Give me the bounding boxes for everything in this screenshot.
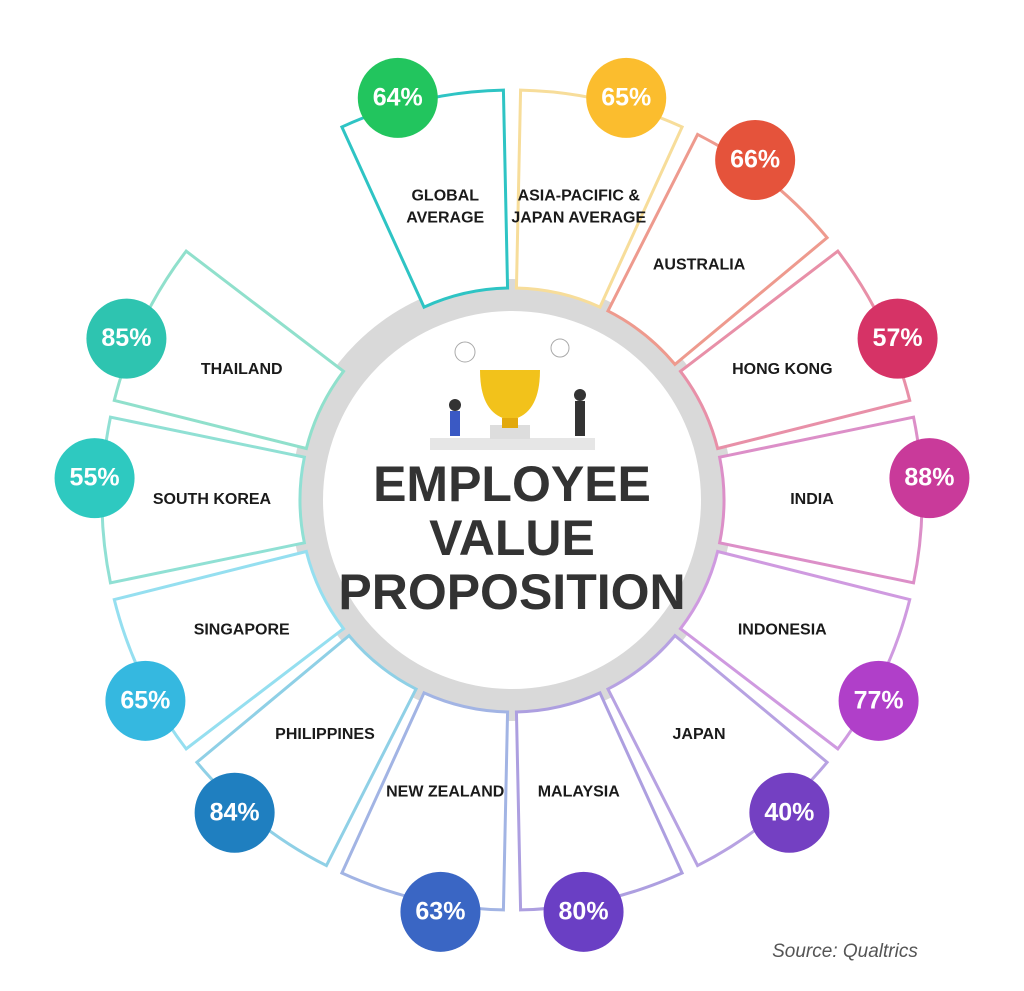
segment-label: PHILIPPINES — [275, 726, 375, 743]
source: Source: Qualtrics — [772, 941, 918, 962]
value-badge — [400, 871, 481, 952]
segment-label: HONG KONG — [732, 361, 832, 378]
value-badge — [749, 772, 830, 853]
segment-label: INDONESIA — [738, 621, 827, 638]
segment-label: AUSTRALIA — [653, 257, 746, 274]
segment: HONG KONG 57% — [678, 249, 938, 451]
segment-outline — [100, 415, 307, 585]
segment-label: SINGAPORE — [194, 621, 290, 638]
value-text: 57% — [873, 324, 923, 352]
segment: SINGAPORE 65% — [105, 549, 346, 751]
value-badge — [105, 660, 186, 741]
value-text: 65% — [601, 84, 651, 112]
segment-label: GLOBAL — [411, 188, 479, 205]
title-line: PROPOSITION — [338, 564, 685, 620]
value-text: 66% — [730, 146, 780, 174]
segment-outline — [678, 249, 912, 451]
value-badge — [838, 660, 919, 741]
segment: AUSTRALIA 66% — [605, 120, 830, 367]
title-line: VALUE — [429, 510, 595, 566]
segment: MALAYSIA 80% — [514, 690, 685, 952]
value-text: 65% — [120, 686, 170, 714]
value-text: 84% — [210, 798, 260, 826]
value-text: 80% — [559, 897, 609, 925]
segment-outline — [514, 88, 685, 310]
value-badge — [86, 298, 167, 379]
value-badge — [715, 120, 796, 201]
illustration — [430, 338, 595, 450]
segment-label: NEW ZEALAND — [386, 784, 504, 801]
segment: NEW ZEALAND 63% — [339, 690, 510, 952]
segment: GLOBAL AVERAGE 64% — [339, 57, 510, 310]
segment: INDONESIA 77% — [678, 549, 919, 751]
center-ring — [291, 279, 733, 721]
title-line: EMPLOYEE — [373, 456, 651, 512]
segment: JAPAN 40% — [605, 633, 830, 868]
segment-label: SOUTH KOREA — [153, 491, 272, 508]
segment-outline — [514, 690, 685, 912]
value-badge — [357, 57, 438, 138]
value-badge — [54, 438, 135, 519]
segments: GLOBAL AVERAGE 64% ASIA-PACIFIC & JAPAN AVER… — [54, 57, 970, 952]
segment-label: AVERAGE — [406, 210, 484, 227]
value-badge — [543, 871, 624, 952]
value-text: 77% — [854, 686, 904, 714]
segment: ASIA-PACIFIC & JAPAN AVERAGE 65% — [511, 57, 685, 310]
segment-label: THAILAND — [201, 361, 283, 378]
segment-label: JAPAN — [673, 726, 726, 743]
value-text: 55% — [70, 464, 120, 492]
value-text: 85% — [101, 324, 151, 352]
segment-label: MALAYSIA — [538, 784, 621, 801]
segment: INDIA 88% — [717, 415, 970, 585]
segment: THAILAND 85% — [86, 249, 346, 451]
segment: PHILIPPINES 84% — [194, 633, 419, 868]
value-badge — [889, 438, 970, 519]
value-text: 88% — [904, 464, 954, 492]
value-text: 63% — [415, 897, 465, 925]
segment: SOUTH KOREA 55% — [54, 415, 307, 585]
segment-label: ASIA-PACIFIC & — [518, 188, 641, 205]
segment-label: INDIA — [790, 491, 834, 508]
value-badge — [586, 57, 667, 138]
value-badge — [857, 298, 938, 379]
segment-label: JAPAN AVERAGE — [511, 210, 646, 227]
value-badge — [194, 772, 275, 853]
value-text: 64% — [373, 84, 423, 112]
value-text: 40% — [764, 798, 814, 826]
